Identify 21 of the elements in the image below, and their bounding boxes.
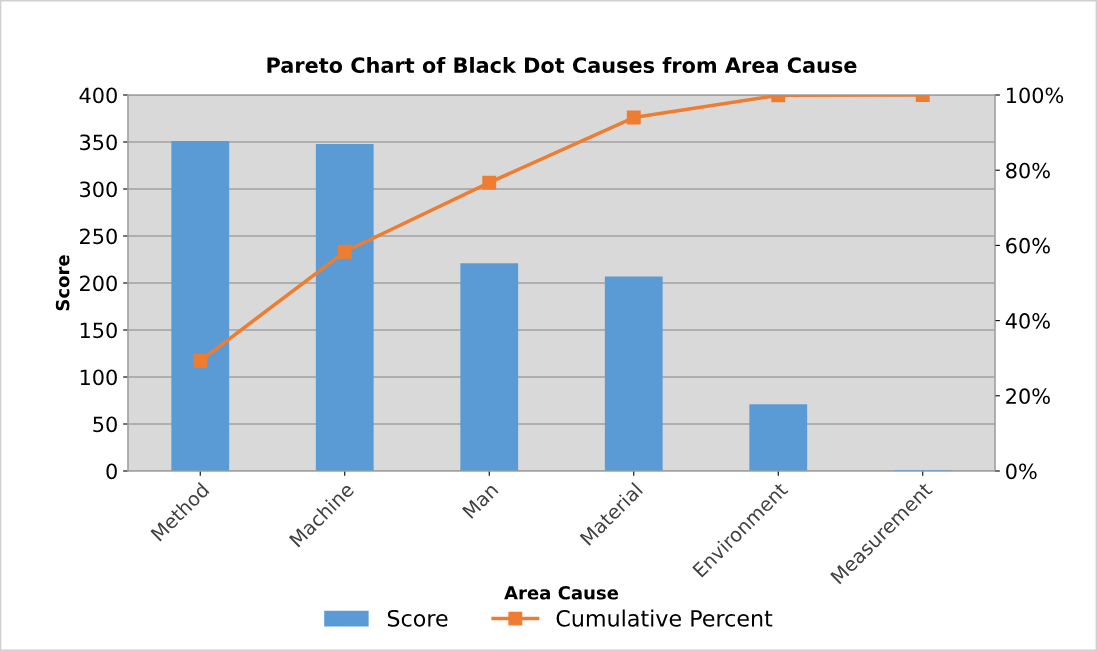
y-tick-label: 250 xyxy=(80,228,117,245)
y-axis-title: Score xyxy=(55,255,70,311)
legend-label: Score xyxy=(387,609,448,627)
y2-tick-label: 100% xyxy=(1007,87,1064,104)
y-tick-label: 200 xyxy=(80,275,117,292)
y-tick-label: 350 xyxy=(80,134,117,151)
y-tick-label: 0 xyxy=(106,463,117,480)
y2-tick-label: 60% xyxy=(1006,237,1050,254)
y2-tick-label: 0% xyxy=(1006,463,1037,480)
legend-label: Cumulative Percent xyxy=(556,609,773,627)
x-tick-label: Man xyxy=(462,482,499,520)
y-tick-label: 400 xyxy=(79,87,117,104)
y-tick-label: 100 xyxy=(80,369,117,386)
y2-tick-label: 80% xyxy=(1006,162,1050,179)
chart-title: Pareto Chart of Black Dot Causes from Area Cause xyxy=(267,56,857,74)
y-tick-label: 150 xyxy=(80,322,117,339)
y2-tick-label: 40% xyxy=(1005,313,1050,329)
y-tick-label: 300 xyxy=(80,181,117,198)
x-axis-title: Area Cause xyxy=(504,585,619,600)
y-tick-label: 50 xyxy=(93,416,117,433)
y2-tick-label: 20% xyxy=(1006,388,1050,405)
